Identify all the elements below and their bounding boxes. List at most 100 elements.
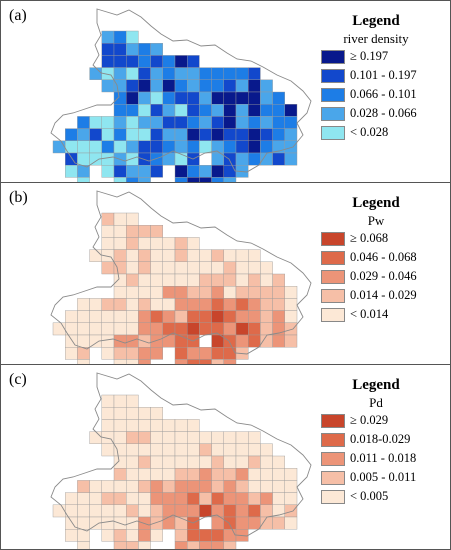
grid-cell xyxy=(162,285,176,299)
grid-cell xyxy=(113,310,127,323)
grid-cell xyxy=(223,164,237,178)
grid-cell xyxy=(101,407,115,420)
grid-cell xyxy=(272,492,286,505)
legend-swatch xyxy=(321,489,345,504)
grid-cell xyxy=(223,116,237,129)
grid-cell xyxy=(247,480,261,493)
grid-cell xyxy=(64,310,78,323)
grid-cell xyxy=(211,91,225,105)
grid-cell xyxy=(150,431,164,444)
grid-cell xyxy=(199,455,212,469)
grid-cell xyxy=(125,504,139,518)
grid-cell xyxy=(223,140,237,154)
grid-cell xyxy=(113,30,127,44)
legend-label: ≥ 0.068 xyxy=(350,231,389,245)
grid-cell xyxy=(150,43,164,56)
grid-cell xyxy=(186,140,200,154)
grid-cell xyxy=(113,285,127,299)
grid-cell xyxy=(138,407,151,420)
panel-river-density: (a) Legend river density ≥ 0.197 0.101 -… xyxy=(1,1,450,183)
legend-variable: river density xyxy=(343,31,409,46)
grid-cell xyxy=(174,55,188,68)
grid-cell xyxy=(150,419,164,432)
grid-cell xyxy=(247,140,261,154)
grid-cell xyxy=(138,541,151,549)
grid-cell xyxy=(211,273,225,287)
grid-cell xyxy=(113,43,127,56)
grid-cell xyxy=(247,261,261,275)
grid-cell xyxy=(113,419,127,432)
grid-cell xyxy=(284,480,298,493)
legend-label: 0.066 - 0.101 xyxy=(350,87,417,101)
grid-cell xyxy=(125,492,139,505)
grid-cell xyxy=(174,285,188,299)
legend-swatch xyxy=(321,451,345,466)
legend-item: < 0.005 xyxy=(321,487,446,506)
grid-cell xyxy=(162,310,176,323)
grid-cell xyxy=(77,128,90,141)
grid-cell xyxy=(235,334,249,348)
legend-label: < 0.028 xyxy=(350,125,389,139)
grid-cell xyxy=(138,492,151,505)
grid-cell xyxy=(125,55,139,68)
grid-cell xyxy=(162,455,176,469)
grid-cell xyxy=(125,128,139,141)
legend-item: < 0.014 xyxy=(321,305,446,324)
grid-cell xyxy=(174,492,188,505)
grid-cell xyxy=(284,310,298,323)
grid-cell xyxy=(89,128,102,141)
grid-cell xyxy=(260,261,273,275)
grid-cell xyxy=(77,152,90,166)
grid-cell xyxy=(247,467,261,481)
grid-cell xyxy=(211,79,225,93)
province-boundary xyxy=(50,190,312,355)
grid-cell xyxy=(138,285,151,299)
province-boundary xyxy=(50,8,312,173)
grid-cell xyxy=(113,177,127,182)
grid-cell xyxy=(150,116,164,129)
grid-cell xyxy=(77,140,90,154)
grid-cell xyxy=(138,298,151,311)
grid-cell xyxy=(89,67,102,80)
grid-cell xyxy=(211,492,225,505)
legend-item: 0.005 - 0.011 xyxy=(321,468,446,487)
grid-cell xyxy=(235,467,249,481)
grid-cell xyxy=(150,249,164,262)
grid-cell xyxy=(223,431,237,444)
grid-cell xyxy=(186,443,200,457)
grid-cell xyxy=(125,298,139,311)
legend-label: 0.046 - 0.068 xyxy=(350,250,417,264)
grid-cell xyxy=(138,91,151,105)
grid-cell xyxy=(235,285,249,299)
grid-cell xyxy=(125,261,139,275)
legend-variable: Pw xyxy=(367,213,385,228)
grid-cell xyxy=(235,516,249,530)
grid-cell xyxy=(211,310,225,323)
grid-cell xyxy=(101,30,115,44)
grid-cell xyxy=(101,480,115,493)
grid-cell xyxy=(174,116,188,129)
grid-cell xyxy=(186,455,200,469)
grid-cell xyxy=(174,298,188,311)
grid-cell xyxy=(199,273,212,287)
grid-cell xyxy=(186,164,200,178)
grid-cell xyxy=(89,116,102,129)
grid-cell xyxy=(125,30,139,44)
grid-cell xyxy=(272,152,286,166)
grid-cell xyxy=(260,79,273,93)
grid-cell xyxy=(247,310,261,323)
grid-cell xyxy=(101,504,115,518)
grid-cell xyxy=(199,140,212,154)
grid-cell xyxy=(52,140,66,154)
grid-cell xyxy=(125,334,139,348)
grid-cell xyxy=(113,273,127,287)
legend-item: ≥ 0.197 xyxy=(321,47,446,66)
grid-cell xyxy=(138,455,151,469)
grid-cell xyxy=(125,431,139,444)
grid-cell xyxy=(77,310,90,323)
grid-cell xyxy=(113,212,127,226)
grid-cell xyxy=(138,164,151,178)
grid-cell xyxy=(77,480,90,493)
grid-cell xyxy=(138,322,151,336)
grid-cell xyxy=(125,91,139,105)
